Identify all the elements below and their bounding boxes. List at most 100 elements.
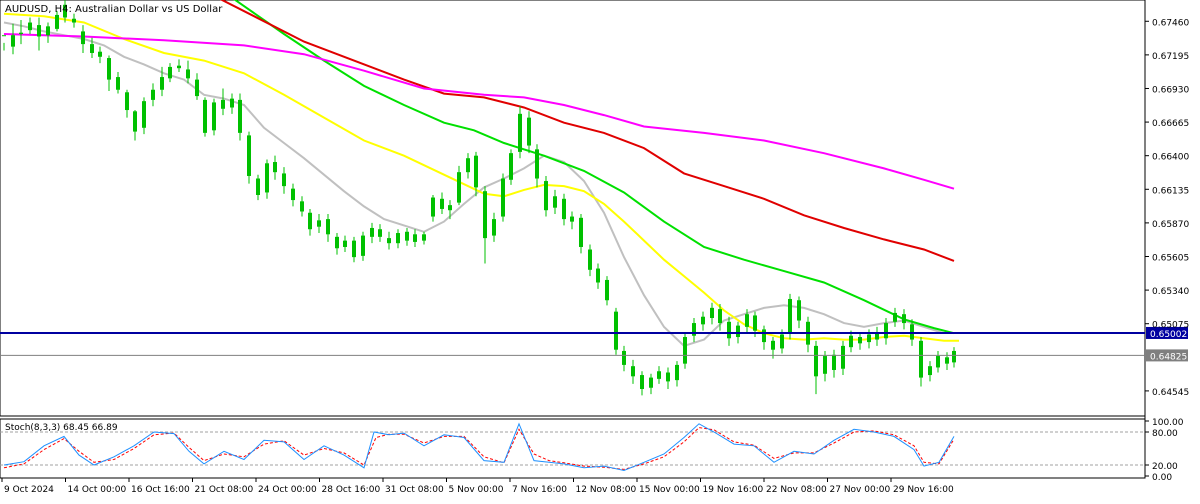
candle-body — [640, 375, 644, 390]
price-tick-label: 0.64545 — [1152, 388, 1189, 398]
candle-body — [535, 149, 539, 179]
price-panel-frame — [0, 0, 1146, 417]
time-tick-label: 31 Oct 08:00 — [385, 485, 444, 495]
candle-body — [832, 354, 836, 370]
candles — [2, 0, 956, 396]
candle-body — [919, 340, 923, 378]
candle-body — [265, 163, 269, 193]
candle-body — [151, 89, 155, 100]
candle-body — [683, 337, 687, 364]
price-tick-label: 0.66930 — [1152, 85, 1189, 95]
oscillator-tick-label: 80.00 — [1152, 429, 1178, 439]
candle-body — [422, 234, 426, 241]
candle-body — [431, 197, 435, 217]
candle-body — [317, 220, 321, 227]
candle-body — [396, 233, 400, 244]
candle-body — [352, 240, 356, 258]
candle-body — [788, 298, 792, 334]
candle-body — [361, 235, 365, 256]
candle-body — [736, 325, 740, 338]
candle-body — [745, 314, 749, 327]
candle-body — [936, 356, 940, 368]
candle-body — [291, 188, 295, 201]
horizontal-line-label: 0.65002 — [1150, 330, 1187, 340]
candle-body — [902, 314, 906, 324]
candle-body — [448, 205, 452, 211]
candle-body — [37, 25, 41, 37]
candle-body — [849, 335, 853, 348]
candle-body — [692, 323, 696, 336]
candle-body — [666, 372, 670, 382]
candle-body — [588, 249, 592, 270]
candle-body — [858, 337, 862, 344]
candle-body — [55, 14, 59, 29]
chart-title: AUDUSD, H4: Australian Dollar vs US Doll… — [5, 4, 223, 15]
candle-body — [884, 323, 888, 339]
candle-body — [867, 334, 871, 343]
time-tick-label: 9 Oct 2024 — [4, 485, 54, 495]
horizontal-lines: 0.65002 0.64825 — [0, 326, 1188, 362]
candle-body — [413, 234, 417, 242]
candle-body — [90, 44, 94, 53]
price-tick-label: 0.66665 — [1152, 119, 1189, 129]
candle-body — [457, 172, 461, 203]
time-tick-label: 21 Oct 08:00 — [195, 485, 254, 495]
candle-body — [614, 311, 618, 350]
candle-body — [142, 101, 146, 128]
moving-average-line — [233, 0, 955, 335]
price-tick-label: 0.65075 — [1152, 321, 1189, 331]
time-tick-label: 15 Nov 00:00 — [639, 485, 700, 495]
candle-body — [116, 77, 120, 90]
candle-body — [579, 217, 583, 247]
candle-body — [527, 117, 531, 146]
price-tick-label: 0.66400 — [1152, 153, 1189, 163]
candle-body — [675, 364, 679, 381]
candle-body — [46, 26, 50, 36]
oscillator-panel-frame — [0, 418, 1146, 479]
candle-body — [125, 92, 129, 111]
time-tick-label: 24 Oct 00:00 — [258, 485, 317, 495]
candle-body — [492, 219, 496, 236]
candle-body — [133, 111, 137, 132]
time-tick-label: 12 Nov 08:00 — [576, 485, 637, 495]
candle-body — [474, 155, 478, 188]
candle-body — [553, 196, 557, 208]
candle-body — [501, 178, 505, 217]
candle-body — [753, 315, 757, 331]
candle-body — [63, 4, 67, 18]
moving-average-line — [3, 33, 955, 190]
oscillator-tick-label: 20.00 — [1152, 462, 1178, 472]
candle-body — [177, 65, 181, 69]
candle-body — [562, 198, 566, 220]
candle-body — [570, 216, 574, 222]
time-tick-label: 22 Nov 08:00 — [766, 485, 827, 495]
current-price-label-box — [1146, 349, 1188, 362]
candle-body — [247, 135, 251, 176]
candle-body — [212, 102, 216, 131]
candle-body — [518, 113, 522, 152]
candle-body — [727, 321, 731, 339]
candle-body — [928, 366, 932, 376]
moving-average-line — [3, 21, 945, 348]
candle-body — [273, 162, 277, 173]
candle-body — [11, 35, 15, 47]
price-tick-label: 0.66135 — [1152, 186, 1189, 196]
candle-body — [823, 356, 827, 374]
candle-body — [2, 35, 6, 37]
candle-body — [649, 377, 653, 388]
time-tick-label: 14 Oct 00:00 — [68, 485, 127, 495]
time-tick-label: 27 Nov 00:00 — [830, 485, 891, 495]
candle-body — [797, 300, 801, 321]
candle-body — [300, 201, 304, 212]
candle-body — [160, 77, 164, 90]
candle-body — [440, 198, 444, 209]
candle-body — [701, 316, 705, 325]
price-tick-label: 0.67195 — [1152, 52, 1189, 62]
stochastic-main-line — [3, 422, 955, 472]
time-tick-label: 19 Nov 16:00 — [703, 485, 764, 495]
candle-body — [81, 31, 85, 45]
horizontal-line-label-box — [1146, 326, 1188, 339]
